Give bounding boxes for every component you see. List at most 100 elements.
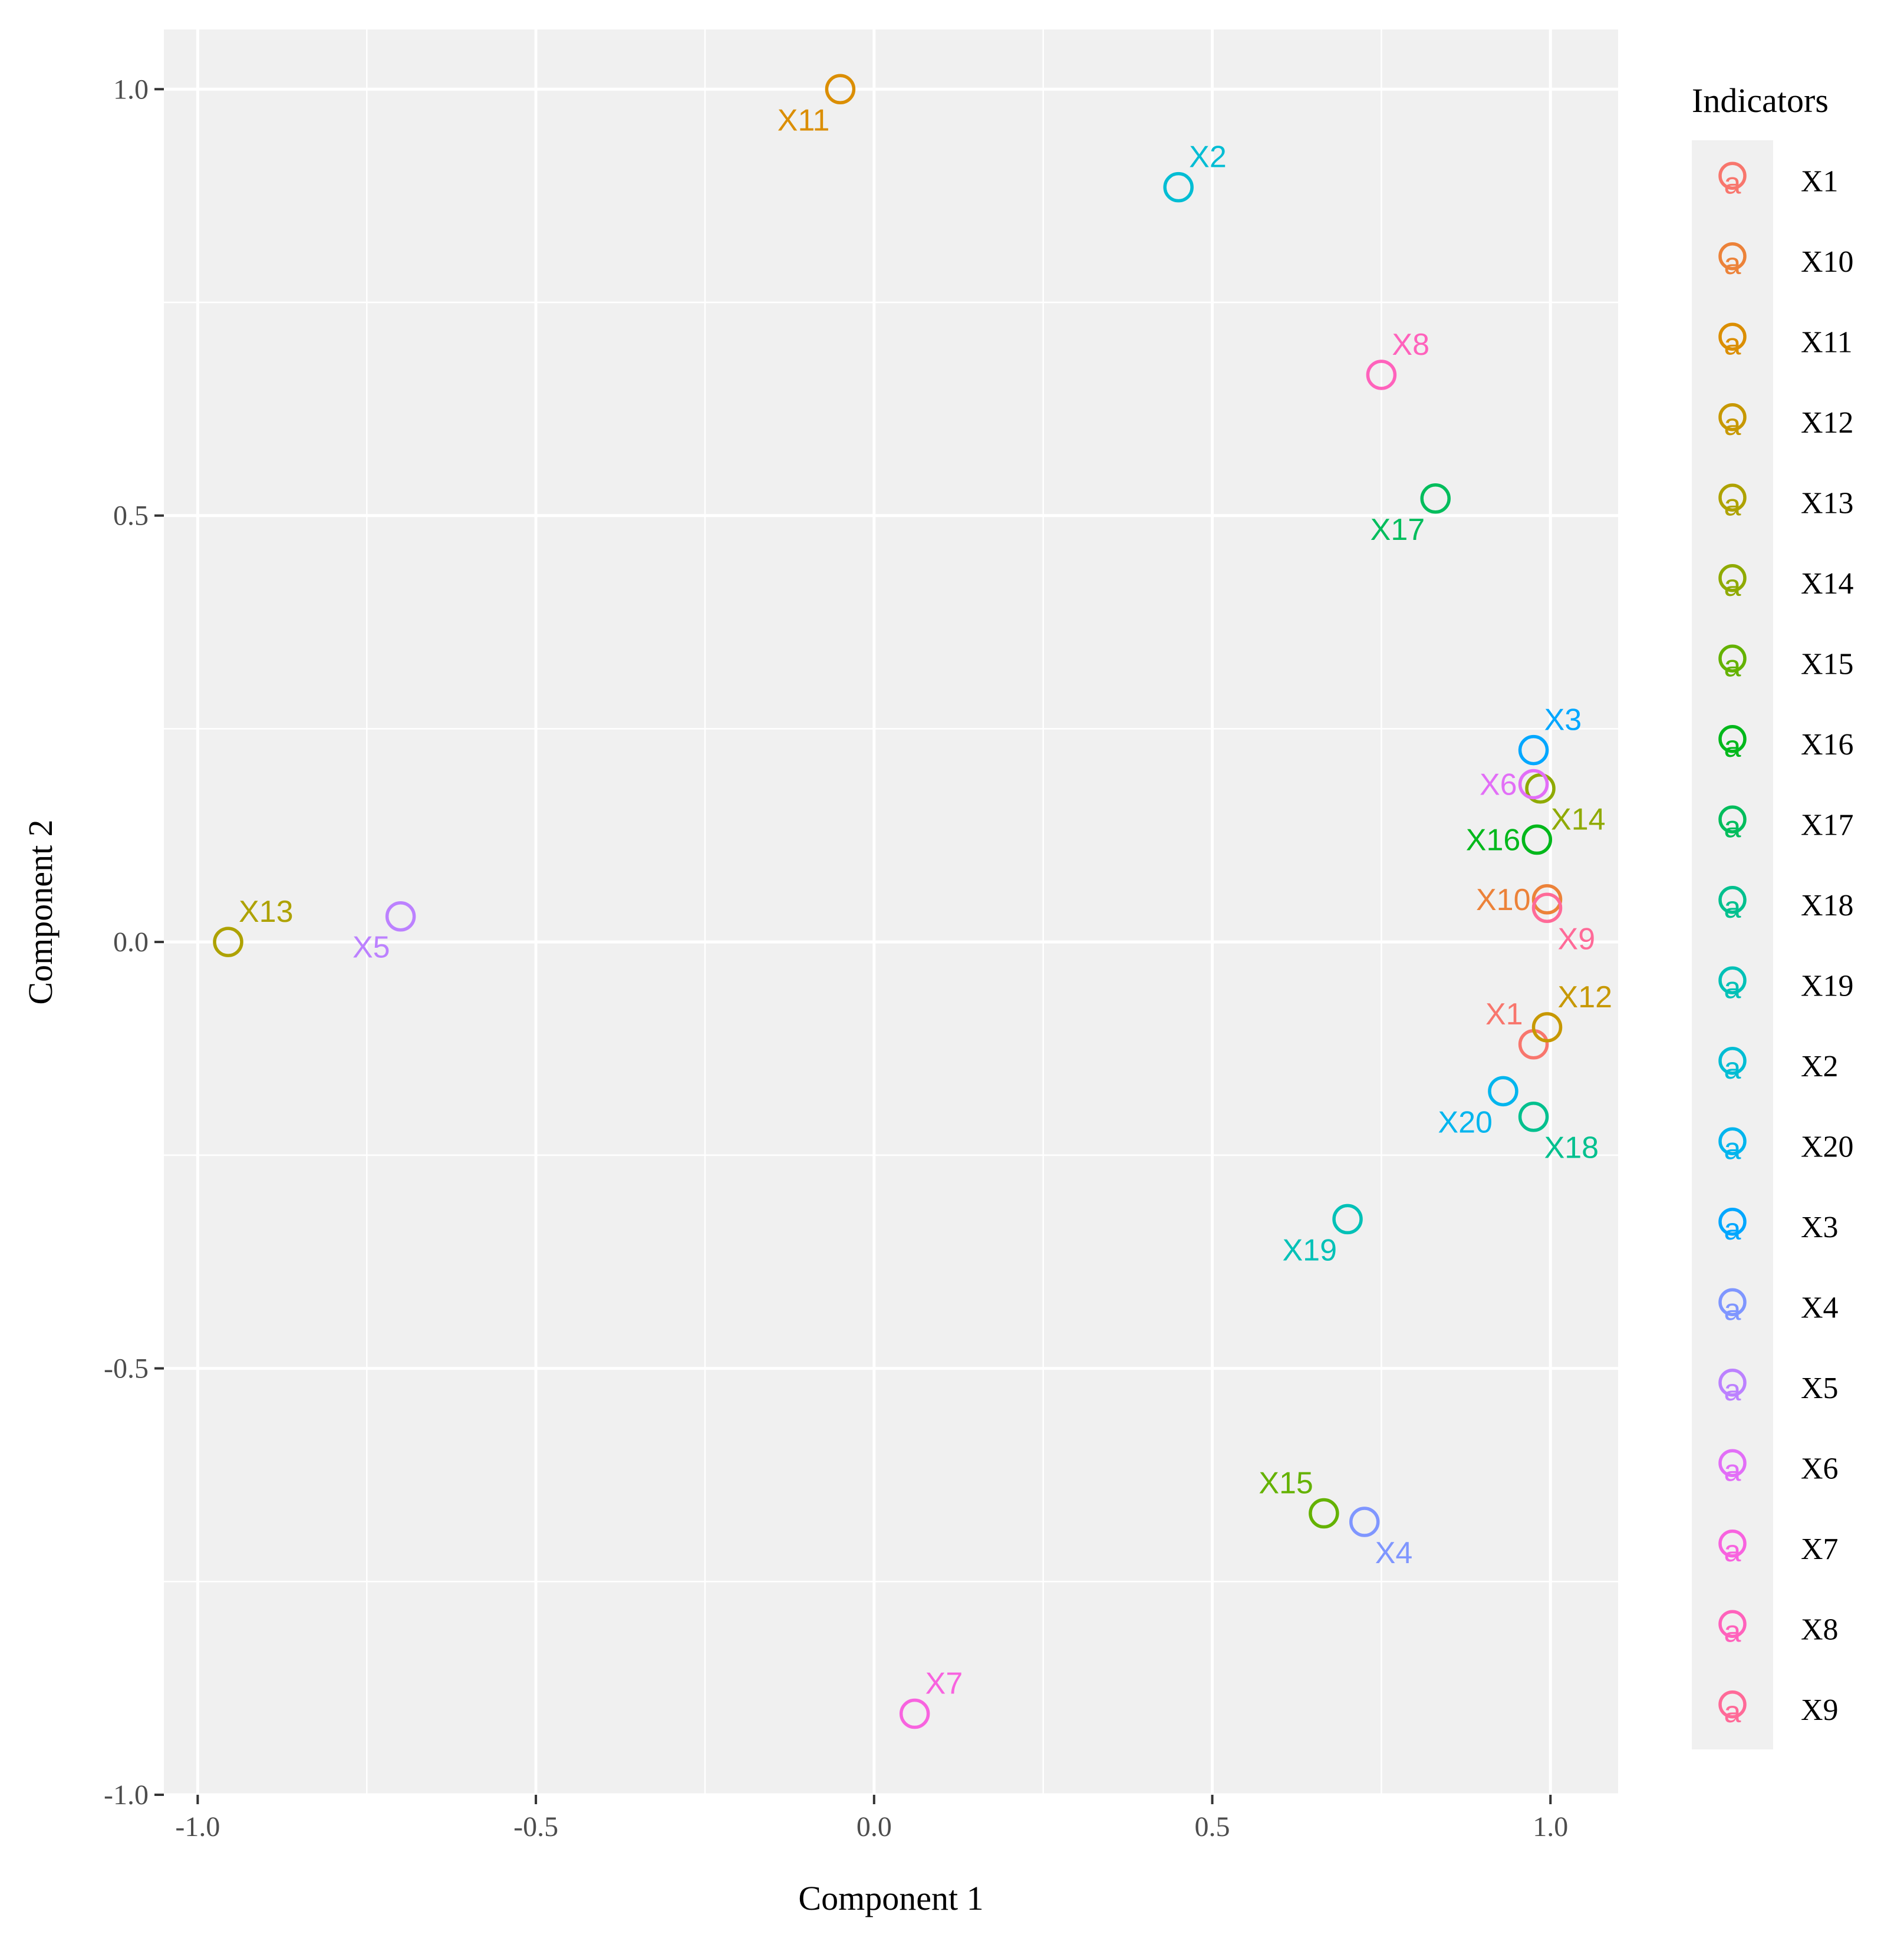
label-x12: X12 (1558, 980, 1613, 1014)
point-x17 (1420, 483, 1451, 514)
label-x18: X18 (1544, 1131, 1599, 1165)
legend-key-glyph: a (1724, 569, 1741, 603)
y-tick-label: 0.0 (113, 927, 149, 958)
label-x13: X13 (239, 895, 294, 929)
x-tick-label: 0.0 (857, 1811, 892, 1843)
legend-label-x10: X10 (1801, 245, 1854, 279)
y-tick-label: -0.5 (104, 1353, 149, 1385)
legend-key-background (1692, 140, 1773, 1749)
label-x5: X5 (353, 931, 390, 965)
legend-label-x18: X18 (1801, 889, 1854, 922)
x-tick-label: 0.5 (1195, 1811, 1230, 1843)
legend-label-x9: X9 (1801, 1693, 1839, 1727)
legend-label-x4: X4 (1801, 1291, 1839, 1324)
x-tick-label: 1.0 (1533, 1811, 1568, 1843)
legend-key-x12 (1718, 403, 1747, 431)
label-x15: X15 (1259, 1466, 1313, 1501)
legend-key-x16 (1718, 725, 1747, 753)
legend-key-x5 (1718, 1369, 1747, 1397)
legend-label-x2: X2 (1801, 1050, 1839, 1083)
point-x2 (1163, 172, 1194, 203)
legend-key-glyph: a (1724, 1212, 1741, 1247)
legend-key-x1 (1718, 162, 1747, 190)
y-tick-label: 0.5 (113, 500, 149, 532)
legend-label-x17: X17 (1801, 808, 1854, 842)
legend-key-x15 (1718, 644, 1747, 673)
legend-key-x19 (1718, 966, 1747, 994)
point-x10 (1531, 884, 1563, 915)
point-x20 (1488, 1076, 1518, 1107)
legend-label-x11: X11 (1801, 325, 1853, 359)
y-axis-title: Component 2 (21, 819, 60, 1004)
legend-key-glyph: a (1724, 1132, 1741, 1166)
label-x7: X7 (925, 1667, 963, 1701)
legend-key-glyph: a (1724, 166, 1741, 200)
legend-key-glyph: a (1724, 408, 1741, 442)
legend-key-x13 (1718, 483, 1747, 512)
point-x8 (1366, 360, 1397, 390)
point-x13 (213, 927, 243, 957)
y-tick-label: -1.0 (104, 1779, 149, 1811)
legend-label-x3: X3 (1801, 1211, 1839, 1244)
label-x9: X9 (1558, 922, 1596, 956)
legend-key-glyph: a (1724, 247, 1741, 281)
legend-key-x17 (1718, 805, 1747, 833)
point-x19 (1332, 1204, 1363, 1235)
point-x15 (1309, 1498, 1339, 1529)
legend-key-glyph: a (1724, 1052, 1741, 1086)
point-x12 (1531, 1012, 1563, 1043)
label-x2: X2 (1189, 140, 1227, 174)
legend-key-glyph: a (1724, 327, 1741, 361)
legend-key-x2 (1718, 1047, 1747, 1075)
legend-key-glyph: a (1724, 1293, 1741, 1327)
point-x14 (1525, 773, 1556, 804)
label-x14: X14 (1551, 803, 1606, 837)
legend-label-x6: X6 (1801, 1452, 1839, 1485)
legend-label-x7: X7 (1801, 1532, 1839, 1566)
legend-label-x14: X14 (1801, 567, 1854, 601)
point-x16 (1521, 824, 1553, 855)
legend-key-x11 (1718, 322, 1747, 351)
label-x6: X6 (1480, 767, 1517, 802)
label-x19: X19 (1282, 1233, 1337, 1267)
label-x16: X16 (1466, 823, 1521, 858)
label-x3: X3 (1544, 703, 1582, 737)
legend-label-x15: X15 (1801, 647, 1854, 681)
legend-key-x20 (1718, 1127, 1747, 1155)
point-x7 (899, 1698, 930, 1729)
point-labels: X1 X10 X11 X12 X13 X14 X15 X16 X17 X18 X19 X2 X20 X3 X… (239, 103, 1612, 1700)
legend-key-x4 (1718, 1288, 1747, 1316)
legend-label-x5: X5 (1801, 1372, 1839, 1405)
point-x5 (385, 901, 416, 932)
x-tick-label: -0.5 (513, 1811, 558, 1843)
label-x10: X10 (1476, 883, 1531, 917)
legend-label-x13: X13 (1801, 486, 1854, 520)
label-x4: X4 (1375, 1536, 1413, 1570)
x-tick-label: -1.0 (175, 1811, 220, 1843)
legend-label-x1: X1 (1801, 164, 1839, 198)
legend-label-x19: X19 (1801, 969, 1854, 1003)
legend-key-x14 (1718, 564, 1747, 592)
legend-label-x8: X8 (1801, 1613, 1839, 1646)
point-x11 (825, 74, 856, 105)
legend-key-glyph: a (1724, 1454, 1741, 1488)
legend-title: Indicators (1692, 81, 1829, 120)
legend-key-x6 (1718, 1449, 1747, 1477)
point-x9 (1531, 892, 1563, 924)
point-x18 (1518, 1101, 1549, 1132)
legend-key-x9 (1718, 1690, 1747, 1719)
legend-label-x12: X12 (1801, 406, 1854, 440)
label-x20: X20 (1438, 1105, 1493, 1139)
legend-key-glyph: a (1724, 1534, 1741, 1568)
legend-label-x16: X16 (1801, 728, 1854, 762)
legend-key-x7 (1718, 1530, 1747, 1558)
legend-key-x10 (1718, 242, 1747, 271)
point-x6 (1518, 769, 1549, 800)
legend-key-glyph: a (1724, 649, 1741, 683)
legend-key-x18 (1718, 886, 1747, 914)
axis-ticks: -1.0 -0.5 0.0 0.5 1.0 -1.0 -0.5 0.0 0.5 1.0 (104, 74, 1568, 1843)
legend-key-glyph: a (1724, 488, 1741, 522)
legend: a X1 a X10 a X11 a X12 a X13 a X14 a X15 a X16 a X17 a X18 a… (1718, 162, 1854, 1729)
